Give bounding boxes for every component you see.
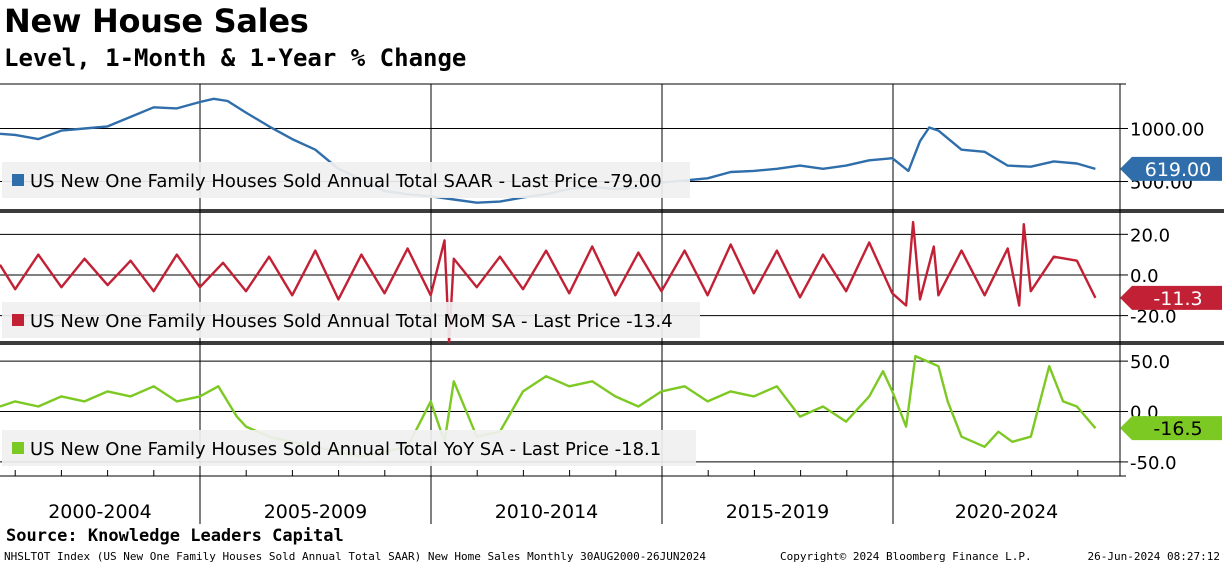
footer-copyright: Copyright© 2024 Bloomberg Finance L.P. xyxy=(780,550,1032,563)
axis-layer: 2000-2004 2005-2009 2010-2014 2015-2019 2020… xyxy=(14,120,1204,523)
legend-swatch xyxy=(12,314,24,326)
source-note: Source: Knowledge Leaders Capital xyxy=(6,526,344,546)
last-value-label: -11.3 xyxy=(1153,288,1202,310)
x-period-label: 2015-2019 xyxy=(726,501,830,523)
legend-box xyxy=(2,162,690,198)
last-value-label: -16.5 xyxy=(1153,418,1202,440)
y-tick-label: 20.0 xyxy=(1130,225,1170,246)
last-value-tag xyxy=(1120,156,1222,181)
x-period-label: 2010-2014 xyxy=(495,501,599,523)
y-tick-label: 0.0 xyxy=(1130,266,1159,287)
chart-subtitle: Level, 1-Month & 1-Year % Change xyxy=(4,44,467,72)
y-tick-label: 1000.00 xyxy=(1130,120,1204,141)
y-tick-label: -20.0 xyxy=(1130,307,1177,328)
footer-series-info: NHSLTOT Index (US New One Family Houses … xyxy=(4,550,706,563)
x-period-label: 2005-2009 xyxy=(264,501,368,523)
x-period-label: 2020-2024 xyxy=(955,501,1059,523)
last-value-tag xyxy=(1120,285,1222,310)
legend-swatch xyxy=(12,174,24,186)
y-tick-label: -50.0 xyxy=(1130,453,1177,474)
legend-label: US New One Family Houses Sold Annual Tot… xyxy=(30,171,662,192)
chart-title: New House Sales xyxy=(4,2,309,40)
legend-swatch xyxy=(12,442,24,454)
series-line-yoy xyxy=(0,354,1097,459)
legend-box xyxy=(2,430,696,466)
legend-box xyxy=(2,302,700,338)
series-line-mom xyxy=(0,220,1097,344)
last-value-label: 619.00 xyxy=(1145,159,1211,181)
panel-separator xyxy=(0,209,1224,213)
last-value-tag xyxy=(1120,416,1222,441)
legend-label: US New One Family Houses Sold Annual Tot… xyxy=(30,439,661,460)
footer-timestamp: 26-Jun-2024 08:27:12 xyxy=(1087,550,1220,563)
series-layer xyxy=(0,97,1097,459)
panel-separator xyxy=(0,341,1224,345)
y-tick-label: 50.0 xyxy=(1130,352,1170,373)
legend-layer: US New One Family Houses Sold Annual Tot… xyxy=(2,162,700,466)
last-value-tags: 619.00 -11.3 -16.5 xyxy=(1120,156,1222,441)
x-period-label: 2000-2004 xyxy=(48,501,152,523)
legend-label: US New One Family Houses Sold Annual Tot… xyxy=(30,311,673,332)
